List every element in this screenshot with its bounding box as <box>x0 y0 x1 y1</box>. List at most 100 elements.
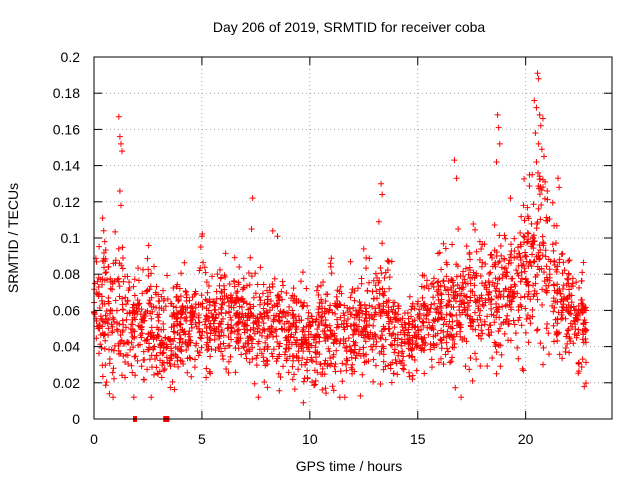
data-point <box>551 222 558 229</box>
data-point <box>260 305 267 312</box>
data-point <box>321 334 328 341</box>
data-point <box>405 320 412 327</box>
data-point <box>290 297 297 304</box>
data-point <box>184 341 191 348</box>
data-point <box>282 348 289 355</box>
data-point <box>401 331 408 338</box>
data-point <box>485 278 492 285</box>
data-point <box>109 280 116 287</box>
data-point <box>576 284 583 291</box>
data-point <box>343 367 350 374</box>
data-point <box>533 158 540 165</box>
data-point <box>186 297 193 304</box>
data-point <box>401 338 408 345</box>
data-point <box>467 280 474 287</box>
data-point <box>301 375 308 382</box>
data-point <box>284 309 291 316</box>
data-point <box>178 270 185 277</box>
data-point <box>198 233 205 240</box>
data-point <box>445 323 452 330</box>
data-point <box>198 344 205 351</box>
data-point <box>528 263 535 270</box>
data-point <box>573 312 580 319</box>
data-point <box>370 277 377 284</box>
data-point <box>411 317 418 324</box>
data-point <box>466 256 473 263</box>
data-point <box>311 334 318 341</box>
data-point <box>256 329 263 336</box>
data-point <box>400 327 407 334</box>
data-point <box>191 356 198 363</box>
data-point <box>180 360 187 367</box>
data-point <box>169 378 176 385</box>
data-point <box>431 300 438 307</box>
data-point <box>542 288 549 295</box>
data-point <box>158 326 165 333</box>
data-point <box>243 282 250 289</box>
data-point <box>122 294 129 301</box>
data-point <box>264 384 271 391</box>
data-point <box>195 319 202 326</box>
data-point <box>386 285 393 292</box>
y-tick-label: 0.04 <box>53 339 80 355</box>
data-point <box>507 254 514 261</box>
data-point <box>218 329 225 336</box>
data-point <box>225 342 232 349</box>
data-point <box>144 366 151 373</box>
data-point <box>129 333 136 340</box>
data-point <box>207 353 214 360</box>
data-point <box>373 338 380 345</box>
data-point <box>399 315 406 322</box>
data-point <box>162 334 169 341</box>
data-point <box>505 321 512 328</box>
data-point <box>171 361 178 368</box>
data-point <box>295 366 302 373</box>
data-point <box>376 350 383 357</box>
data-point <box>221 299 228 306</box>
data-point <box>540 184 547 191</box>
data-point <box>536 111 543 118</box>
data-point <box>123 339 130 346</box>
data-point <box>99 215 106 222</box>
data-point <box>557 290 564 297</box>
data-point <box>304 344 311 351</box>
data-point <box>327 263 334 270</box>
data-point <box>193 323 200 330</box>
data-point <box>518 275 525 282</box>
data-point <box>255 338 262 345</box>
data-point <box>436 303 443 310</box>
data-point <box>500 319 507 326</box>
data-point <box>336 301 343 308</box>
data-point <box>315 291 322 298</box>
data-point <box>316 338 323 345</box>
data-point <box>198 335 205 342</box>
data-point <box>314 283 321 290</box>
data-point <box>538 146 545 153</box>
data-point <box>343 348 350 355</box>
data-point <box>552 240 559 247</box>
data-point <box>437 290 444 297</box>
data-point <box>525 290 532 297</box>
data-point <box>176 331 183 338</box>
data-point <box>327 302 334 309</box>
data-point <box>376 290 383 297</box>
data-point <box>257 311 264 318</box>
data-point <box>388 306 395 313</box>
data-point <box>206 335 213 342</box>
data-point <box>508 306 515 313</box>
data-point <box>404 309 411 316</box>
data-point <box>108 346 115 353</box>
data-point <box>472 326 479 333</box>
data-point <box>475 305 482 312</box>
data-point <box>185 330 192 337</box>
data-point <box>529 251 536 258</box>
data-point <box>202 316 209 323</box>
x-tick-label: 10 <box>302 431 318 447</box>
data-point <box>535 75 542 82</box>
y-axis-label: SRMTID / TECUs <box>5 183 21 293</box>
data-point <box>419 318 426 325</box>
data-point <box>476 312 483 319</box>
data-point <box>421 272 428 279</box>
data-point <box>560 282 567 289</box>
data-point <box>349 361 356 368</box>
